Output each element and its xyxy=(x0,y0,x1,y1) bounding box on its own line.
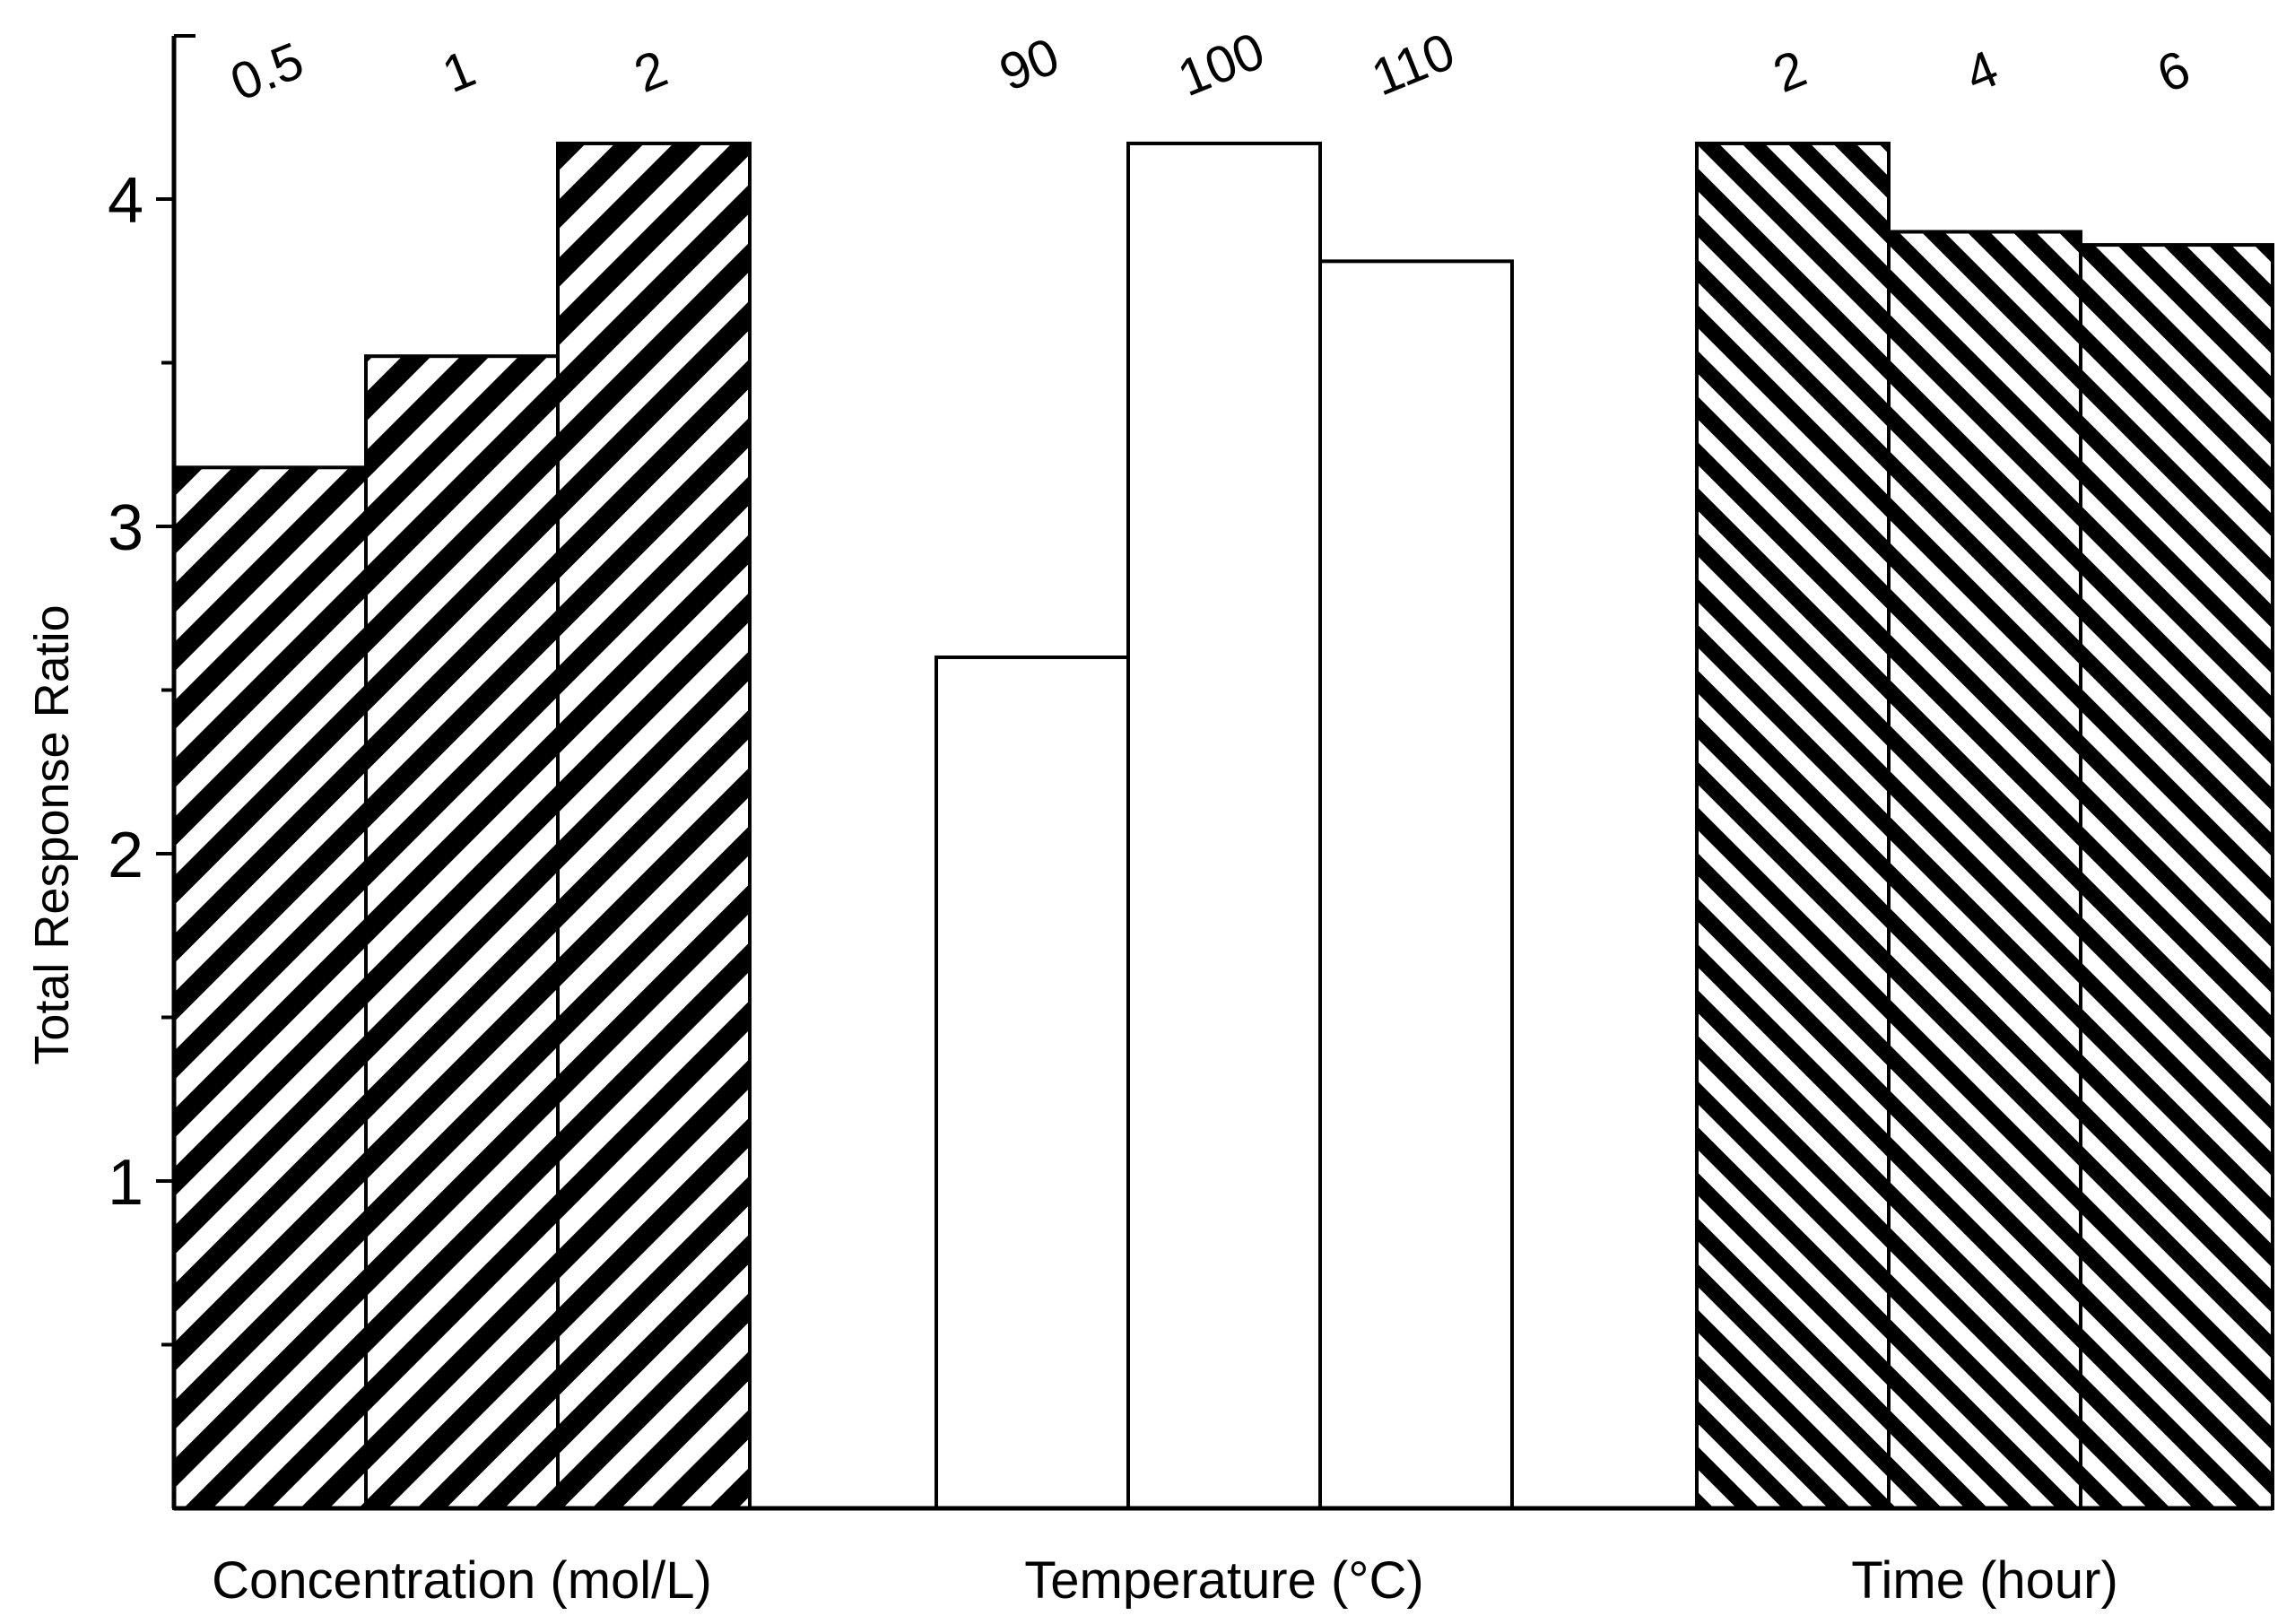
bar-group1-2 xyxy=(556,141,752,1511)
category-label: 90 xyxy=(992,27,1067,102)
y-axis xyxy=(156,34,2273,1511)
group-label: Time (hour) xyxy=(1851,1551,2118,1610)
category-label: 4 xyxy=(1958,39,2006,104)
bar-group3-2 xyxy=(1695,141,1891,1511)
bar-group2-90 xyxy=(935,656,1130,1510)
category-label: 0.5 xyxy=(222,31,311,112)
bar-group1-0.5 xyxy=(172,465,368,1510)
y-tick-label: 3 xyxy=(108,492,143,564)
category-label: 6 xyxy=(2150,39,2198,104)
y-axis-title: Total Response Ratio xyxy=(25,604,79,1064)
y-tick-label: 4 xyxy=(108,165,143,237)
bar-group3-6 xyxy=(2079,243,2274,1511)
category-label: 2 xyxy=(1766,39,1814,104)
bar-group1-1 xyxy=(364,354,560,1511)
bar-group2-100 xyxy=(1126,141,1322,1511)
bars-layer xyxy=(172,141,2274,1511)
group-label: Concentration (mol/L) xyxy=(212,1551,712,1610)
bar-group2-110 xyxy=(1318,259,1514,1511)
category-label: 2 xyxy=(627,39,675,104)
category-label: 110 xyxy=(1364,22,1463,107)
y-tick-label: 2 xyxy=(108,820,143,891)
bar-group3-4 xyxy=(1887,230,2082,1510)
category-label: 100 xyxy=(1170,22,1273,109)
group-label: Temperature (°C) xyxy=(1024,1551,1423,1610)
category-label: 1 xyxy=(435,39,483,104)
y-tick-label: 1 xyxy=(108,1147,143,1219)
